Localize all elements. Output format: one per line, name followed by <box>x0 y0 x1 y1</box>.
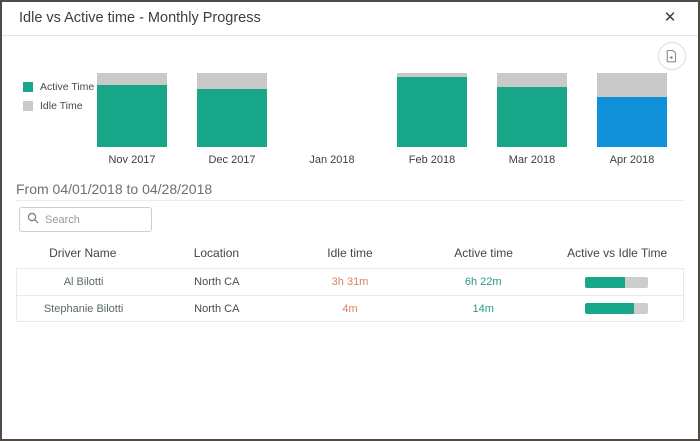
legend-item-idle: Idle Time <box>23 100 94 112</box>
active-time-swatch <box>23 82 33 92</box>
search-input[interactable] <box>45 213 144 226</box>
search-box[interactable] <box>19 207 152 232</box>
axis-label: Dec 2017 <box>208 154 256 166</box>
active-vs-idle-progress-bar <box>584 303 648 314</box>
legend-item-active: Active Time <box>23 81 94 93</box>
legend-label: Idle Time <box>40 100 83 112</box>
export-button[interactable] <box>658 42 686 70</box>
dialog-header: Idle vs Active time - Monthly Progress ✕ <box>2 2 698 36</box>
col-header-active-time: Active time <box>454 246 513 260</box>
close-button[interactable]: ✕ <box>660 8 680 28</box>
active-time-value: 14m <box>472 302 494 315</box>
driver-name: Stephanie Bilotti <box>43 302 124 315</box>
export-chart-icon <box>665 49 679 63</box>
legend-label: Active Time <box>40 81 95 93</box>
col-header-active-vs-idle: Active vs Idle Time <box>567 246 668 260</box>
table-header-row: Driver Name Location Idle time Active ti… <box>16 240 684 266</box>
table-body: Al Bilotti North CA 3h 31m 6h 22m Stepha… <box>16 268 684 322</box>
active-vs-idle-progress-bar <box>584 276 648 288</box>
axis-label: Feb 2018 <box>408 154 456 166</box>
idle-time-value: 3h 31m <box>331 276 369 288</box>
active-time-value: 6h 22m <box>464 276 502 288</box>
close-icon: ✕ <box>663 9 677 26</box>
bar-nov-2017[interactable]: Nov 2017 <box>82 73 182 166</box>
bar-feb-2018[interactable]: Feb 2018 <box>382 73 482 166</box>
table-row: Al Bilotti North CA 3h 31m 6h 22m <box>17 269 683 295</box>
bar-jan-2018[interactable]: Jan 2018 <box>282 73 382 166</box>
driver-name: Al Bilotti <box>63 276 104 288</box>
bar-mar-2018[interactable]: Mar 2018 <box>482 73 582 166</box>
axis-label: Nov 2017 <box>108 154 156 166</box>
driver-location: North CA <box>194 302 240 315</box>
idle-time-value: 4m <box>342 302 358 315</box>
bar-apr-2018-selected[interactable]: Apr 2018 <box>582 73 682 166</box>
chart-legend: Active Time Idle Time <box>23 81 94 119</box>
idle-time-swatch <box>23 101 33 111</box>
date-range-label: From 04/01/2018 to 04/28/2018 <box>16 181 213 197</box>
search-icon <box>27 211 45 229</box>
drivers-table: Driver Name Location Idle time Active ti… <box>16 240 684 322</box>
section-divider <box>16 200 684 201</box>
axis-label: Apr 2018 <box>609 154 655 166</box>
col-header-idle-time: Idle time <box>327 246 373 260</box>
table-row: Stephanie Bilotti North CA 4m 14m <box>17 295 683 321</box>
axis-label: Mar 2018 <box>508 154 556 166</box>
dialog-title: Idle vs Active time - Monthly Progress <box>19 10 261 26</box>
col-header-driver-name: Driver Name <box>49 246 117 260</box>
monthly-bar-chart: Nov 2017 Dec 2017 Jan 2018 Feb 2018 Mar … <box>82 73 682 166</box>
active-vs-idle-cell <box>550 303 683 314</box>
driver-location: North CA <box>194 276 240 288</box>
col-header-location: Location <box>193 246 240 260</box>
active-vs-idle-cell <box>550 276 683 288</box>
axis-label: Jan 2018 <box>309 154 355 166</box>
bar-dec-2017[interactable]: Dec 2017 <box>182 73 282 166</box>
